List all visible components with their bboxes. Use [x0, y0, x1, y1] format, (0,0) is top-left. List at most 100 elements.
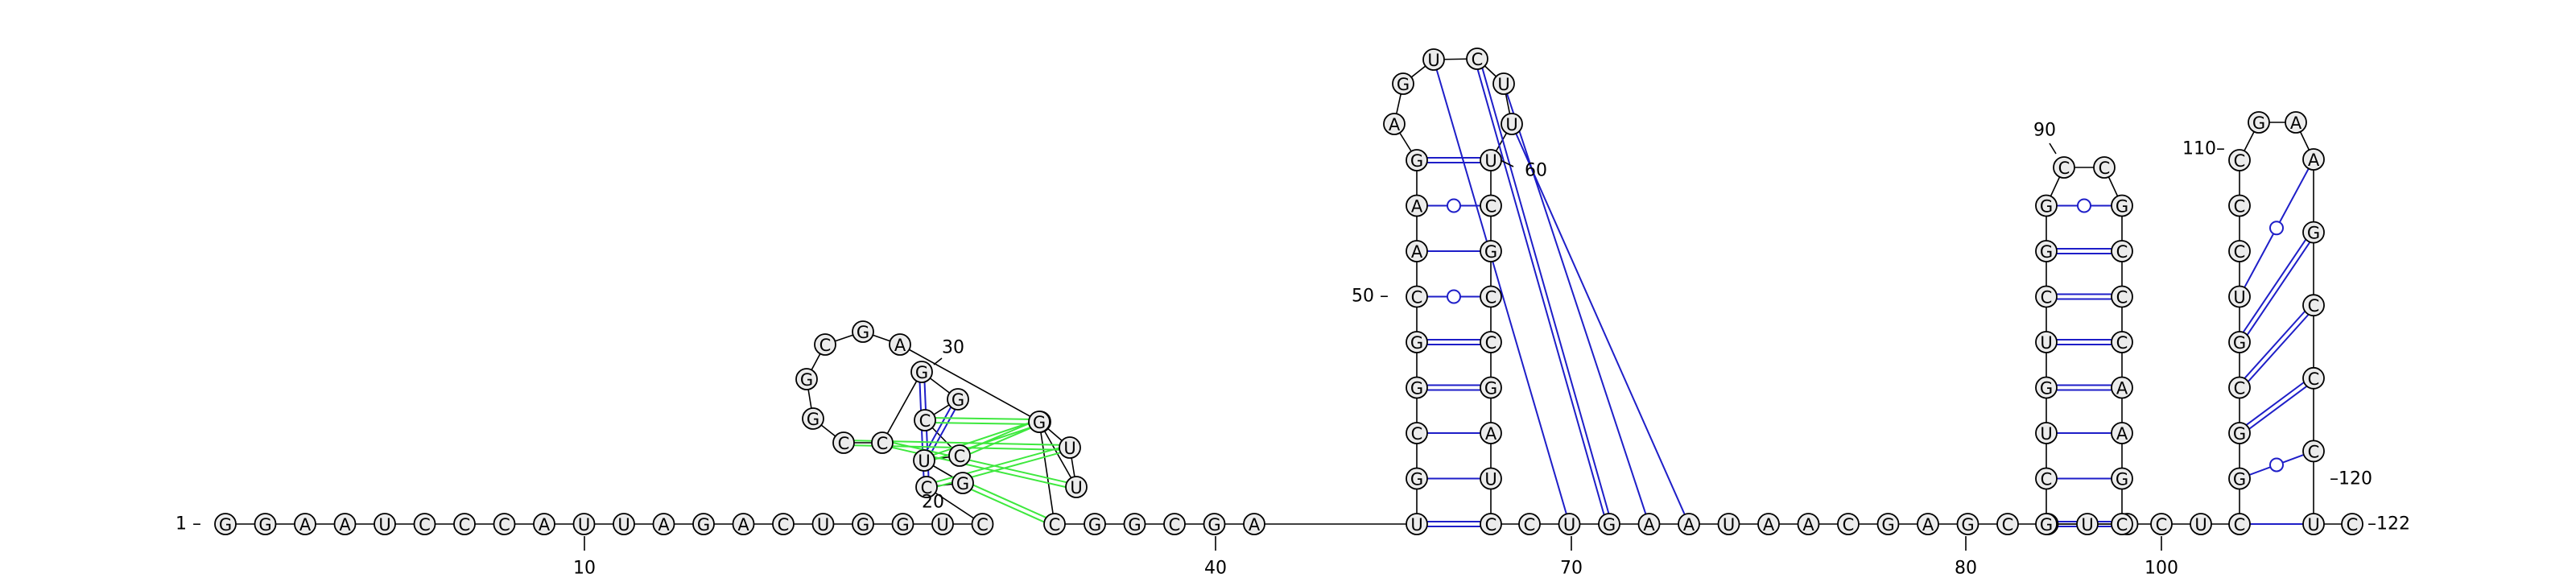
nucleotide-102: C — [2111, 513, 2133, 535]
backbone-segment — [881, 371, 923, 444]
nucleotide-109: G — [2228, 331, 2251, 353]
nucleotide-78: G — [1876, 513, 1900, 535]
nucleotide-94: C — [2093, 156, 2116, 179]
nucleotide-72: A — [1637, 513, 1661, 535]
svg-text:C: C — [1485, 288, 1497, 308]
svg-text:U: U — [817, 515, 829, 535]
svg-text:U: U — [936, 515, 948, 535]
nucleotide-18: G — [891, 513, 914, 535]
nucleotide-86: C — [2035, 467, 2058, 490]
double-pair — [1427, 157, 1480, 163]
svg-text:C: C — [2156, 515, 2168, 535]
nucleotide-61: C — [1480, 194, 1502, 217]
nucleotide-65: G — [1480, 376, 1502, 399]
nucleotide-37: U — [1065, 476, 1088, 498]
svg-text:U: U — [1484, 151, 1496, 171]
svg-text:C: C — [2308, 442, 2320, 461]
nucleotide-88: G — [2035, 376, 2058, 399]
nucleotide-85: G — [2035, 513, 2058, 535]
double-pair — [1427, 384, 1480, 391]
svg-text:C: C — [2099, 159, 2111, 178]
svg-text:A: A — [1249, 515, 1261, 535]
svg-text:G: G — [800, 370, 813, 390]
nucleotide-49: G — [1406, 331, 1428, 353]
nucleotide-121: U — [2302, 513, 2325, 535]
nucleotide-8: C — [493, 513, 516, 535]
label-80: 80 — [1955, 559, 1977, 579]
label-20: 20 — [922, 493, 944, 513]
svg-text:C: C — [2041, 470, 2053, 489]
svg-text:C: C — [1843, 515, 1855, 535]
svg-text:U: U — [918, 452, 930, 471]
nucleotide-16: U — [811, 513, 835, 535]
nucleotide-101: G — [2111, 467, 2133, 490]
nucleotide-108: C — [2228, 376, 2251, 399]
nucleotide-81: C — [1996, 513, 2019, 535]
svg-text:U: U — [1063, 439, 1075, 458]
wobble-pair — [1427, 198, 1480, 213]
svg-text:U: U — [1484, 470, 1496, 489]
svg-text:G: G — [2040, 379, 2053, 398]
nucleotide-21: C — [915, 476, 938, 498]
svg-text:U: U — [2307, 515, 2319, 535]
nucleotide-45: U — [1406, 513, 1428, 535]
nucleotide-32: C — [814, 333, 836, 356]
nucleotide-114: G — [2248, 111, 2270, 134]
label-60: 60 — [1525, 161, 1547, 181]
nucleotide-51: A — [1406, 240, 1428, 262]
svg-text:C: C — [498, 515, 510, 535]
nucleotide-24: C — [948, 444, 971, 467]
nucleotide-107: G — [2228, 422, 2251, 444]
svg-text:G: G — [1603, 515, 1616, 535]
nucleotide-34: A — [889, 333, 911, 356]
nucleotide-76: A — [1797, 513, 1820, 535]
svg-text:C: C — [1485, 515, 1497, 535]
single-pair — [1506, 93, 1647, 514]
svg-text:G: G — [857, 323, 869, 342]
svg-text:A: A — [539, 515, 551, 535]
nucleotide-33: G — [852, 320, 874, 343]
svg-text:G: G — [1410, 151, 1423, 171]
nucleotide-48: G — [1406, 376, 1428, 399]
svg-text:C: C — [819, 336, 832, 355]
nucleotide-95: G — [2111, 194, 2133, 217]
svg-text:G: G — [857, 515, 869, 535]
svg-text:G: G — [952, 390, 964, 410]
svg-text:G: G — [1961, 515, 1974, 535]
nucleotide-103: C — [2150, 513, 2173, 535]
svg-text:U: U — [2040, 424, 2052, 444]
svg-text:A: A — [2116, 424, 2128, 444]
nucleotide-46: G — [1406, 467, 1428, 490]
svg-text:A: A — [339, 515, 351, 535]
nucleotide-56: U — [1422, 48, 1445, 71]
wobble-pair — [2244, 167, 2310, 288]
nucleotide-11: U — [613, 513, 635, 535]
nucleotide-28: C — [871, 431, 894, 454]
nucleotide-50: C — [1406, 285, 1428, 308]
svg-text:C: C — [2347, 515, 2359, 535]
svg-text:G: G — [1033, 413, 1046, 432]
nucleotide-54: A — [1383, 113, 1406, 135]
svg-text:U: U — [578, 515, 590, 535]
double-pair — [1476, 68, 1610, 515]
backbone-segment — [1038, 421, 1055, 525]
nucleotide-36: U — [1059, 436, 1081, 459]
nucleotide-71: G — [1598, 513, 1620, 535]
svg-text:G: G — [2116, 197, 2128, 217]
svg-text:U: U — [2040, 333, 2052, 353]
nucleotide-39: C — [1043, 513, 1066, 535]
backbone-segment — [899, 344, 1041, 423]
svg-text:A: A — [1922, 515, 1934, 535]
label-start: 1 – — [175, 514, 201, 535]
nucleotide-117: G — [2302, 221, 2325, 244]
svg-text:G: G — [896, 515, 909, 535]
svg-text:A: A — [1763, 515, 1775, 535]
svg-text:U: U — [1497, 75, 1509, 94]
svg-text:C: C — [2234, 242, 2246, 262]
nucleotide-111: C — [2228, 240, 2251, 262]
pk-pair — [935, 417, 1030, 425]
nucleotide-9: A — [533, 513, 555, 535]
pk-pair — [971, 484, 1046, 523]
nucleotide-4: A — [333, 513, 357, 535]
svg-text:C: C — [976, 515, 989, 535]
